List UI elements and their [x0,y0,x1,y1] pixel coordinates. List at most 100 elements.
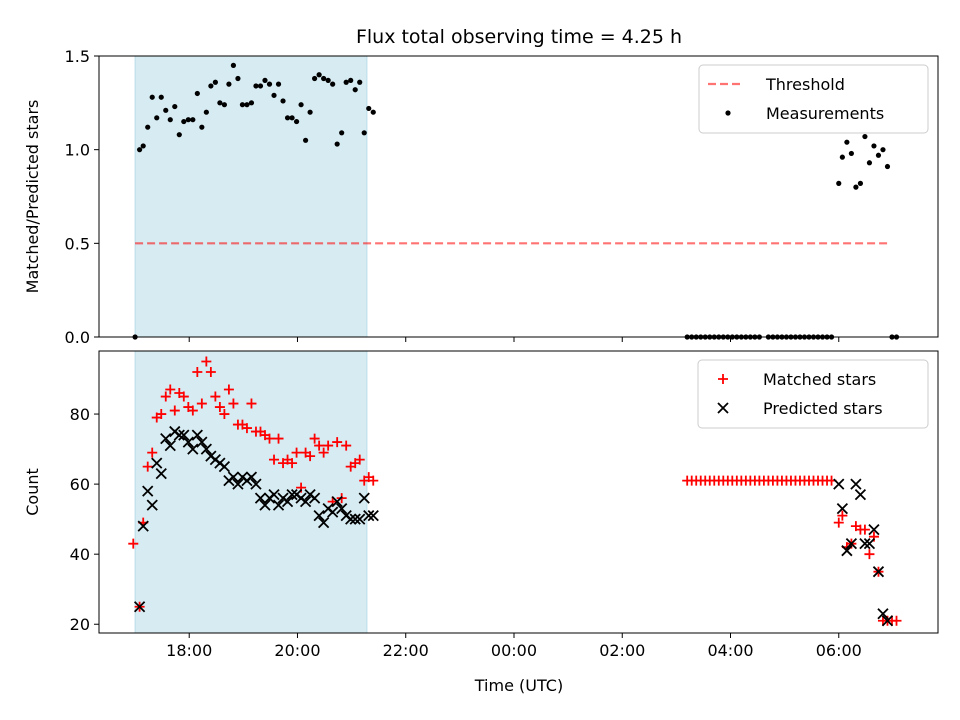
predicted-star-point [160,432,172,445]
measurement-point [280,98,286,104]
matched-star-point [269,454,280,465]
measurement-point [312,75,318,82]
matched-star-point [210,391,221,402]
count-panel: 18:00 20:00 22:00 00:00 02:00 04:00 06:00 20 40 6… [23,350,939,660]
predicted-star-point [133,601,146,613]
predicted-star-point [245,471,258,483]
matched-star-point [156,409,167,420]
measurement-point [302,137,309,143]
measurement-point [848,150,854,157]
measurement-point [862,133,868,140]
matched-star-point [287,458,298,469]
measurement-point [884,163,891,170]
observing-span-shade [134,350,368,634]
predicted-star-point [173,429,185,441]
measurement-point [230,62,237,68]
measurement-point [325,77,331,83]
matched-star-point [833,517,844,528]
measurement-point [880,147,886,153]
matched-star-point [323,440,334,451]
legend-box [697,359,929,429]
predicted-star-point [863,538,876,550]
predicted-star-point [196,436,208,448]
predicted-star-point [859,538,871,550]
measurement-point [172,103,178,110]
predicted-star-point [272,499,285,511]
measurement-point [330,81,336,87]
legend-predicted-swatch [717,402,729,414]
predicted-star-point [151,457,163,469]
matched-star-point [246,398,257,409]
matched-star-point [264,433,275,444]
measurement-point [334,141,340,147]
predicted-star-point [358,492,370,504]
matched-star-point [332,437,343,448]
predicted-star-point [146,499,158,511]
predicted-star-point [218,460,231,473]
measurement-point [307,109,313,115]
predicted-star-point [164,439,176,452]
measurement-point [203,109,209,115]
predicted-star-point [254,492,267,504]
matched-star-point [178,391,189,402]
y-tick-label: 0.5 [65,234,90,253]
figure-title: Flux total observing time = 4.25 h [356,26,682,48]
measurement-point [339,130,345,136]
predicted-star-point [232,478,244,490]
matched-star-point [368,475,379,486]
predicted-star-point [877,608,889,620]
matched-star-point [309,433,320,444]
x-tick-label: 22:00 [383,641,429,660]
measurement-point [298,102,304,108]
legend-label: Predicted stars [763,399,883,418]
measurement-point [190,117,196,123]
predicted-star-point [367,510,379,522]
measurement-point [226,81,232,87]
predicted-star-point [137,520,149,532]
predicted-star-point [200,443,212,455]
matched-star-point [169,405,180,416]
measurement-point [181,118,187,125]
y-tick-label: 20 [70,615,90,634]
matched-star-point [223,384,234,395]
measurement-point [266,81,273,87]
measurement-point [352,87,358,93]
x-axis-label: Time (UTC) [474,676,563,695]
measurement-point [154,115,160,121]
measurement-point [235,75,241,82]
predicted-star-point [349,513,361,525]
y-tick-label: 1.5 [65,47,90,66]
x-tick-label: 06:00 [816,641,862,660]
predicted-star-point [833,478,845,490]
predicted-star-point [227,471,240,483]
legend-label: Matched stars [763,370,876,389]
matched-star-point [318,447,329,458]
measurement-point [167,117,173,123]
matched-star-point [192,367,203,378]
matched-star-point [201,356,212,367]
measurement-point [321,75,327,82]
measurement-point [248,100,255,106]
measurement-point [253,83,259,89]
measurement-point [316,72,322,78]
y-axis-label: Matched/Predicted stars [23,100,42,294]
matched-star-point [837,510,848,521]
matched-star-point [228,398,239,409]
predicted-star-point [872,566,885,578]
measurement-point [221,102,227,108]
measurement-point [208,83,214,89]
legend: Matched stars Predicted stars [697,359,929,429]
predicted-star-point [854,488,867,501]
predicted-star-point [345,513,357,525]
y-tick-label: 1.0 [65,141,90,160]
predicted-star-point [259,499,271,511]
measurement-point [844,139,850,145]
predicted-star-point [850,478,862,490]
measurement-point [158,94,164,100]
predicted-star-point [187,443,199,455]
matched-star-point [147,447,158,458]
plot-frame [98,55,939,338]
ratio-panel: 0.0 0.5 1.0 1.5 Matched/Predicted stars Thres… [23,47,939,347]
measurement-point [194,90,200,97]
predicted-star-point [191,429,203,441]
